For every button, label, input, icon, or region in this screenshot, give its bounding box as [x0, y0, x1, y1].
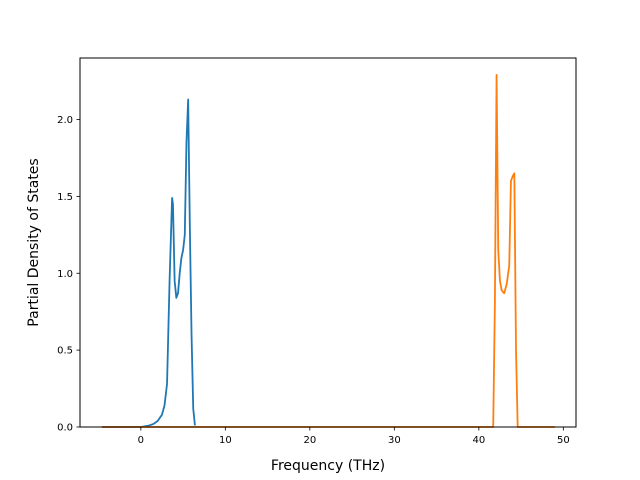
y-tick-label: 0.0 [57, 423, 73, 434]
x-tick-label: 40 [472, 435, 485, 446]
series-layer [101, 74, 555, 428]
x-axis-label: Frequency (THz) [271, 458, 385, 474]
y-axis-label: Partial Density of States [26, 158, 42, 326]
x-tick-label: 50 [557, 435, 570, 446]
series-line-1 [101, 74, 555, 428]
y-tick-label: 1.0 [57, 269, 73, 280]
x-tick-label: 0 [138, 435, 144, 446]
y-tick-label: 1.5 [57, 192, 73, 203]
x-tick-label: 20 [303, 435, 316, 446]
x-tick-label: 30 [388, 435, 401, 446]
series-line-0 [101, 98, 196, 428]
ticks-layer: 0 10 20 30 40 50 0.0 0.5 1.0 1.5 2.0 [57, 115, 570, 446]
plot-frame [79, 57, 577, 428]
y-tick-label: 0.5 [57, 346, 73, 357]
x-tick-label: 10 [219, 435, 232, 446]
y-tick-label: 2.0 [57, 115, 73, 126]
